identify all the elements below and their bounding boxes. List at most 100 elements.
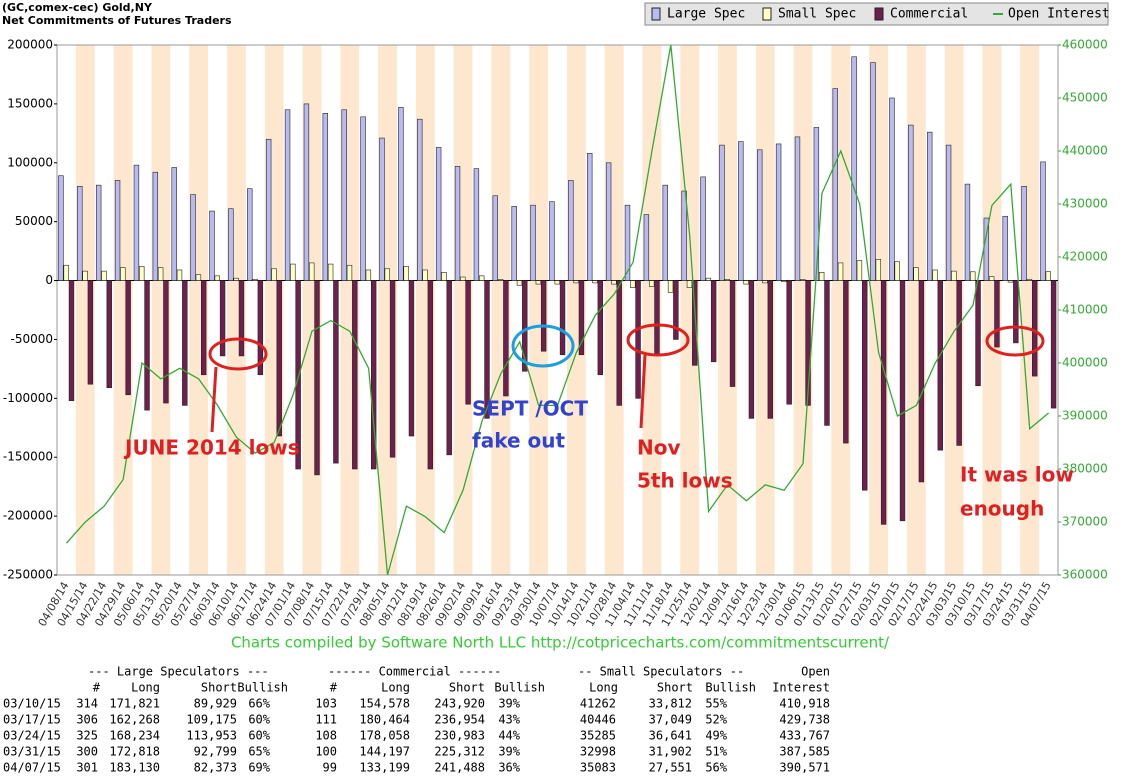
bar (724, 279, 730, 281)
bar (276, 280, 282, 437)
bar (932, 269, 938, 281)
table-cell: 103 (315, 697, 337, 711)
table-header: Long (381, 681, 410, 695)
table-header: Bullish (705, 681, 756, 695)
bar (408, 280, 415, 437)
table-header: Bullish (494, 681, 545, 695)
table-cell: 36,641 (649, 729, 692, 743)
bar (681, 190, 687, 281)
bar (875, 259, 882, 281)
table-cell: 109,175 (186, 713, 237, 727)
table-header: Short (201, 681, 237, 695)
bar (384, 268, 390, 281)
band (566, 45, 586, 575)
credit: Charts compiled by Software North LLC ht… (231, 634, 890, 652)
highlight (626, 323, 690, 357)
table-header: Interest (772, 681, 830, 695)
bar (473, 168, 480, 281)
bar (824, 280, 830, 426)
bar (144, 280, 150, 411)
bar (152, 171, 159, 281)
bar (403, 266, 409, 281)
bar (540, 280, 547, 352)
bar (762, 280, 768, 284)
bar (333, 280, 339, 464)
bar (654, 280, 660, 354)
bar (295, 280, 301, 470)
bar (805, 280, 811, 406)
bar (257, 280, 264, 376)
bar (630, 280, 636, 288)
y2-tick-label: 440000 (1062, 144, 1108, 158)
bar (926, 131, 933, 281)
table-cell: 236,954 (434, 713, 485, 727)
legend-label: Large Spec (667, 7, 745, 22)
legend-swatch (874, 7, 884, 21)
table-cell: 60% (248, 713, 270, 727)
line-series (65, 44, 1049, 576)
bar (171, 167, 177, 281)
legend-label: Open Interest (1008, 7, 1110, 22)
table-header: # (330, 681, 338, 695)
table-cell: 39% (498, 697, 520, 711)
bar (133, 164, 140, 281)
legend-label: Small Spec (778, 7, 856, 22)
table-cell: 168,234 (109, 729, 160, 743)
bar (964, 183, 971, 281)
bar (837, 262, 844, 281)
bar (82, 270, 88, 281)
bar (818, 272, 825, 281)
table-cell: 172,818 (109, 745, 160, 759)
bar (265, 138, 272, 281)
table-cell: 306 (76, 713, 98, 727)
bar (120, 267, 126, 281)
table-cell: 82,373 (194, 761, 237, 775)
bar (346, 264, 353, 281)
table-cell: 51% (705, 745, 727, 759)
bar (738, 141, 744, 281)
y-tick-label: -100000 (3, 391, 53, 405)
table-cell: 55% (705, 697, 727, 711)
bar (1045, 271, 1052, 281)
bar (479, 275, 485, 281)
table-cell: 111 (315, 713, 337, 727)
table-cell: 44% (498, 729, 520, 743)
bar (1026, 278, 1033, 281)
y2-tick-label: 380000 (1062, 462, 1108, 476)
y2-tick-label: 410000 (1062, 303, 1108, 317)
y-tick-label: -250000 (3, 568, 53, 582)
bar (303, 103, 310, 281)
table-cell: 325 (76, 729, 98, 743)
chart-title: (GC,comex-cec) Gold,NY (2, 1, 153, 14)
bar (832, 88, 838, 281)
table-cell: 03/17/15 (3, 713, 61, 727)
table-cell: 03/24/15 (3, 729, 61, 743)
table-cell: 92,799 (194, 745, 237, 759)
bar (908, 124, 914, 281)
table-cell: 03/10/15 (3, 697, 61, 711)
bar (427, 280, 434, 470)
annotation: enough (960, 497, 1044, 521)
annotation: 5th lows (637, 469, 733, 493)
bar (1032, 280, 1038, 377)
y2-tick-label: 460000 (1062, 38, 1108, 52)
table-cell: 241,488 (434, 761, 485, 775)
table-header: Short (449, 681, 485, 695)
bar (422, 269, 428, 281)
table-cell: 35285 (580, 729, 616, 743)
bar (190, 194, 196, 281)
bar (1013, 280, 1019, 344)
band (491, 45, 511, 575)
bar (157, 267, 164, 281)
bar (662, 184, 668, 281)
bar (956, 280, 962, 446)
table-header: # (93, 681, 101, 695)
bar (945, 144, 952, 281)
y-tick-label: 0 (45, 273, 53, 287)
bar (106, 280, 112, 389)
y2-tick-label: 360000 (1062, 568, 1108, 582)
bar (616, 280, 622, 406)
bar (880, 280, 887, 525)
band (982, 45, 1002, 575)
